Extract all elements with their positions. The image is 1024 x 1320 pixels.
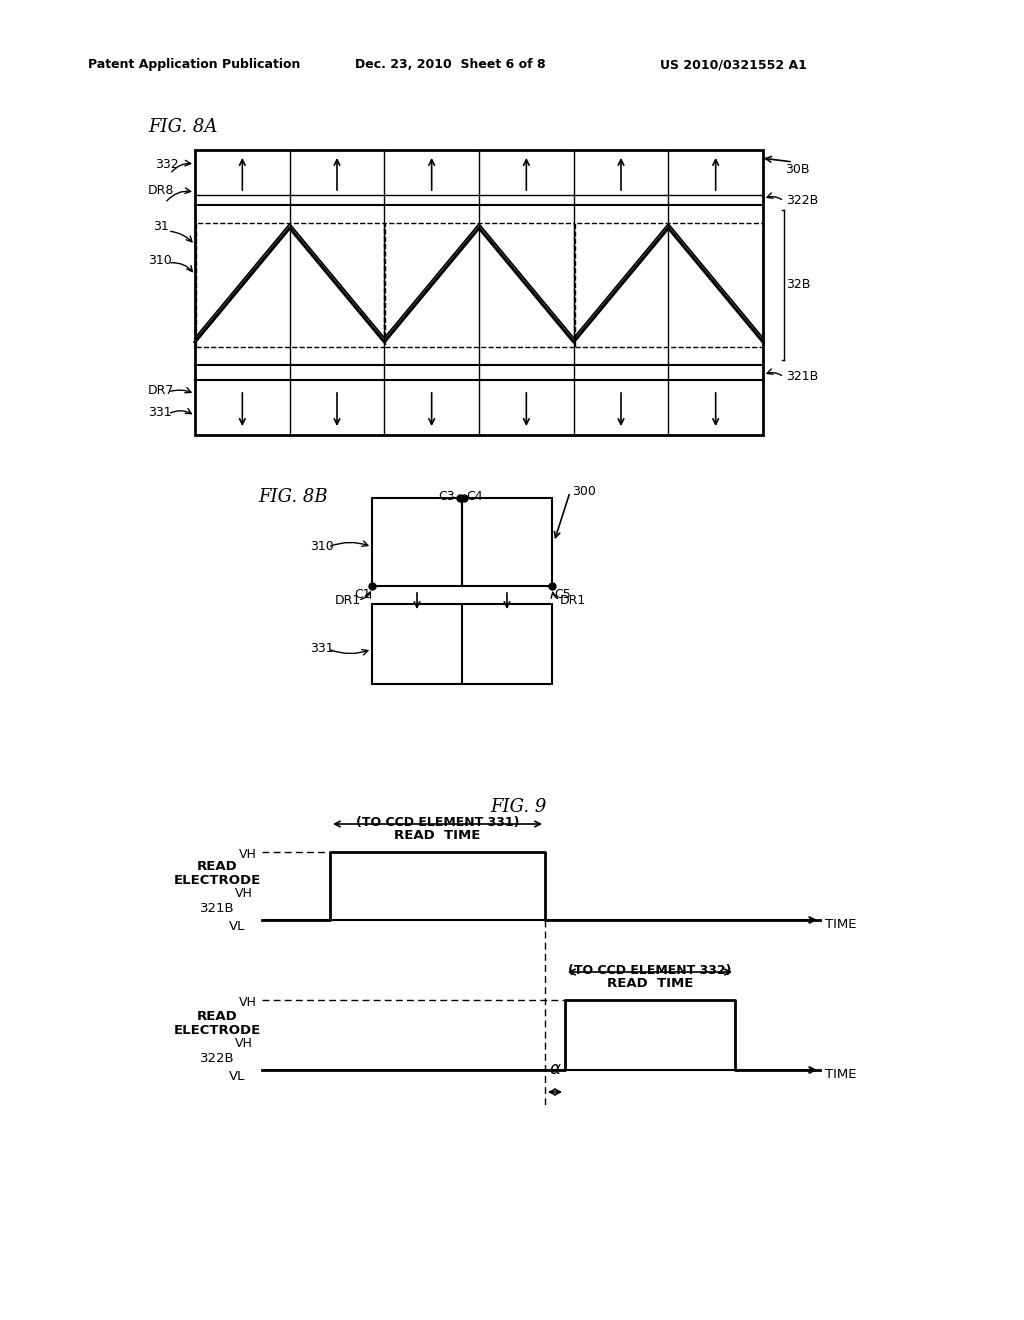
Text: VH: VH bbox=[236, 887, 253, 900]
Text: 331: 331 bbox=[148, 405, 172, 418]
Text: FIG. 9: FIG. 9 bbox=[490, 799, 547, 816]
Text: DR1: DR1 bbox=[335, 594, 361, 606]
Text: 30B: 30B bbox=[785, 162, 810, 176]
Text: FIG. 8B: FIG. 8B bbox=[258, 488, 328, 506]
Text: 31: 31 bbox=[153, 220, 169, 234]
Text: 321B: 321B bbox=[786, 371, 818, 384]
Text: 321B: 321B bbox=[200, 902, 234, 915]
Bar bbox=[574, 223, 763, 347]
Text: 322B: 322B bbox=[200, 1052, 234, 1065]
Text: (TO CCD ELEMENT 331): (TO CCD ELEMENT 331) bbox=[355, 816, 519, 829]
Text: C1: C1 bbox=[354, 587, 371, 601]
Text: 332: 332 bbox=[155, 157, 178, 170]
Bar bbox=[195, 150, 763, 436]
Text: ELECTRODE: ELECTRODE bbox=[173, 874, 261, 887]
Text: C3: C3 bbox=[438, 490, 455, 503]
Text: Dec. 23, 2010  Sheet 6 of 8: Dec. 23, 2010 Sheet 6 of 8 bbox=[355, 58, 546, 71]
Text: (TO CCD ELEMENT 332): (TO CCD ELEMENT 332) bbox=[568, 964, 732, 977]
Text: 310: 310 bbox=[310, 540, 334, 553]
Text: 310: 310 bbox=[148, 253, 172, 267]
Text: US 2010/0321552 A1: US 2010/0321552 A1 bbox=[660, 58, 807, 71]
Text: C4: C4 bbox=[466, 490, 482, 503]
Bar bbox=[372, 498, 462, 586]
Text: ELECTRODE: ELECTRODE bbox=[173, 1024, 261, 1038]
Text: 32B: 32B bbox=[786, 279, 810, 292]
Text: TIME: TIME bbox=[825, 1068, 856, 1081]
Text: C5: C5 bbox=[554, 587, 570, 601]
Text: VL: VL bbox=[228, 920, 245, 932]
Text: VH: VH bbox=[240, 995, 257, 1008]
Text: READ  TIME: READ TIME bbox=[607, 977, 693, 990]
Text: READ  TIME: READ TIME bbox=[394, 829, 480, 842]
Text: Patent Application Publication: Patent Application Publication bbox=[88, 58, 300, 71]
Text: VL: VL bbox=[228, 1069, 245, 1082]
Bar bbox=[385, 223, 573, 347]
Text: READ: READ bbox=[197, 861, 238, 873]
Text: $\alpha$: $\alpha$ bbox=[549, 1061, 561, 1078]
Text: TIME: TIME bbox=[825, 919, 856, 932]
Text: READ: READ bbox=[197, 1010, 238, 1023]
Bar bbox=[462, 498, 552, 586]
Bar bbox=[372, 605, 552, 684]
Text: DR7: DR7 bbox=[148, 384, 174, 396]
Text: DR1: DR1 bbox=[560, 594, 587, 606]
Text: 331: 331 bbox=[310, 643, 334, 656]
Text: VH: VH bbox=[236, 1038, 253, 1049]
Text: FIG. 8A: FIG. 8A bbox=[148, 117, 217, 136]
Text: DR8: DR8 bbox=[148, 183, 174, 197]
Text: 300: 300 bbox=[572, 484, 596, 498]
Text: VH: VH bbox=[240, 847, 257, 861]
Bar bbox=[196, 223, 384, 347]
Text: 322B: 322B bbox=[786, 194, 818, 207]
